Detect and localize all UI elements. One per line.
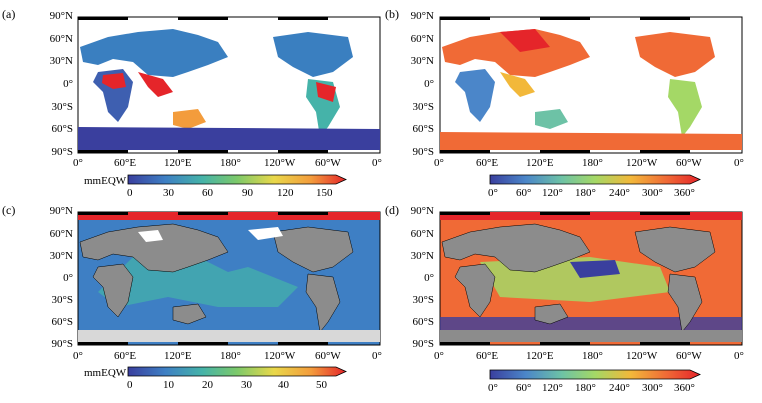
panel-label: (c) bbox=[2, 203, 16, 217]
lon-label: 60°W bbox=[315, 350, 341, 362]
panel-label: (a) bbox=[2, 7, 16, 21]
colorbar-tick: 240° bbox=[609, 187, 630, 199]
colorbar-tick: 0° bbox=[488, 187, 498, 199]
lon-label: 180° bbox=[582, 350, 603, 362]
colorbar-tick: 180° bbox=[575, 187, 596, 199]
colorbar-tick: 300° bbox=[642, 382, 663, 394]
lat-label: 0° bbox=[424, 272, 434, 284]
colorbar-tick: 150 bbox=[316, 187, 333, 199]
lat-label: 60°S bbox=[51, 123, 73, 135]
lat-label: 0° bbox=[63, 272, 73, 284]
colorbar-amplitude bbox=[127, 174, 347, 185]
lat-label: 90°N bbox=[410, 205, 434, 217]
lon-label: 180° bbox=[220, 350, 241, 362]
lon-label: 60°E bbox=[114, 350, 137, 362]
map-ocean-amplitude bbox=[77, 211, 381, 346]
lon-label: 60°W bbox=[315, 157, 341, 169]
lon-label: 120°E bbox=[164, 157, 192, 169]
colorbar-tick: 120 bbox=[277, 187, 294, 199]
lon-label: 60°W bbox=[676, 157, 702, 169]
lat-label: 90°S bbox=[51, 146, 73, 158]
lat-label: 30°S bbox=[412, 101, 434, 113]
colorbar-phase bbox=[489, 174, 701, 185]
lon-label: 60°W bbox=[676, 350, 702, 362]
lat-label: 60°S bbox=[412, 123, 434, 135]
colorbar-tick: 360° bbox=[674, 382, 695, 394]
colorbar-amplitude bbox=[127, 366, 347, 377]
colorbar-tick: 30 bbox=[241, 379, 252, 391]
lon-label: 0° bbox=[372, 157, 382, 169]
colorbar-tick: 180° bbox=[575, 382, 596, 394]
lat-label: 60°N bbox=[410, 33, 434, 45]
lon-label: 180° bbox=[220, 157, 241, 169]
lon-label: 0° bbox=[73, 350, 83, 362]
colorbar-tick: 0 bbox=[127, 379, 133, 391]
lat-label: 30°N bbox=[410, 55, 434, 67]
colorbar-tick: 60 bbox=[202, 187, 213, 199]
lon-label: 120°W bbox=[626, 157, 658, 169]
lon-label: 0° bbox=[73, 157, 83, 169]
lat-label: 60°N bbox=[49, 228, 73, 240]
colorbar-tick: 30 bbox=[163, 187, 174, 199]
lat-label: 90°N bbox=[49, 205, 73, 217]
colorbar-phase bbox=[489, 369, 701, 380]
lon-label: 120°W bbox=[626, 350, 658, 362]
colorbar-tick: 60° bbox=[516, 382, 532, 394]
lat-label: 30°S bbox=[51, 294, 73, 306]
colorbar-tick: 300° bbox=[642, 187, 663, 199]
lat-label: 90°S bbox=[412, 146, 434, 158]
colorbar-tick: 240° bbox=[609, 382, 630, 394]
lon-label: 0° bbox=[372, 350, 382, 362]
lon-label: 120°W bbox=[264, 157, 296, 169]
colorbar-tick: 360° bbox=[674, 187, 695, 199]
colorbar-tick: 0 bbox=[127, 187, 133, 199]
lat-label: 60°S bbox=[412, 316, 434, 328]
lat-label: 60°N bbox=[410, 228, 434, 240]
colorbar-tick: 50 bbox=[316, 379, 327, 391]
colorbar-tick: 20 bbox=[202, 379, 213, 391]
colorbar-tick: 120° bbox=[542, 382, 563, 394]
lon-label: 60°E bbox=[476, 350, 499, 362]
lon-label: 0° bbox=[734, 157, 744, 169]
lon-label: 60°E bbox=[114, 157, 137, 169]
lat-label: 30°N bbox=[49, 55, 73, 67]
map-ocean-phase bbox=[439, 211, 743, 346]
lon-label: 120°E bbox=[164, 350, 192, 362]
lon-label: 0° bbox=[434, 350, 444, 362]
lat-label: 60°N bbox=[49, 33, 73, 45]
lat-label: 0° bbox=[424, 78, 434, 90]
lat-label: 30°S bbox=[412, 294, 434, 306]
lat-label: 90°N bbox=[49, 10, 73, 22]
map-land-amplitude bbox=[77, 16, 381, 154]
colorbar-tick: 90 bbox=[242, 187, 253, 199]
colorbar-tick: 0° bbox=[488, 382, 498, 394]
colorbar-tick: 10 bbox=[163, 379, 174, 391]
colorbar-unit: mmEQW bbox=[84, 175, 127, 187]
lon-label: 120°E bbox=[526, 350, 554, 362]
colorbar-tick: 40 bbox=[278, 379, 289, 391]
lon-label: 120°W bbox=[264, 350, 296, 362]
colorbar-tick: 60° bbox=[516, 187, 532, 199]
lat-label: 90°S bbox=[51, 338, 73, 350]
lat-label: 30°N bbox=[410, 250, 434, 262]
colorbar-tick: 120° bbox=[542, 187, 563, 199]
colorbar-unit: mmEQW bbox=[84, 367, 127, 379]
lon-label: 120°E bbox=[526, 157, 554, 169]
lon-label: 60°E bbox=[476, 157, 499, 169]
lat-label: 90°N bbox=[410, 10, 434, 22]
lon-label: 180° bbox=[582, 157, 603, 169]
lat-label: 30°S bbox=[51, 101, 73, 113]
lon-label: 0° bbox=[434, 157, 444, 169]
lat-label: 90°S bbox=[412, 338, 434, 350]
map-land-phase bbox=[439, 16, 743, 154]
lat-label: 60°S bbox=[51, 316, 73, 328]
lat-label: 30°N bbox=[49, 250, 73, 262]
lat-label: 0° bbox=[63, 78, 73, 90]
lon-label: 0° bbox=[734, 350, 744, 362]
panel-label: (b) bbox=[385, 7, 399, 21]
panel-label: (d) bbox=[385, 203, 399, 217]
